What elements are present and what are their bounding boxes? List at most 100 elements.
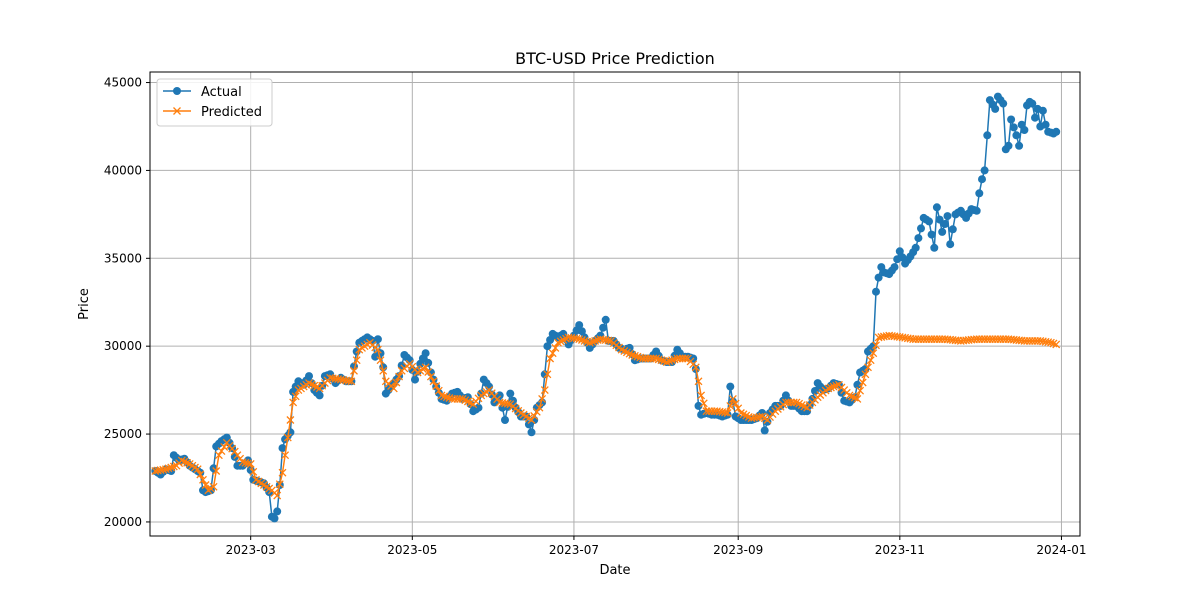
actual-point (575, 321, 584, 330)
predicted-point (856, 386, 865, 395)
actual-point (872, 287, 880, 296)
predicted-point (588, 337, 597, 346)
predicted-point (872, 341, 880, 350)
x-tick-label: 2023-05 (387, 543, 437, 557)
predicted-point (580, 336, 589, 345)
predicted-point (244, 459, 252, 468)
predicted-point (575, 335, 584, 344)
actual-point (811, 387, 819, 395)
actual-point (501, 416, 509, 424)
y-tick-label: 20000 (104, 515, 142, 529)
actual-point (911, 243, 920, 252)
actual-point (1038, 106, 1047, 115)
legend-label-actual: Actual (201, 85, 242, 100)
predicted-point (864, 363, 872, 372)
actual-point (935, 215, 944, 224)
actual-point (421, 349, 430, 358)
predicted-point (350, 366, 358, 375)
predicted-point (829, 382, 838, 391)
predicted-point (726, 401, 735, 410)
actual-point (895, 247, 904, 256)
predicted-point (585, 338, 594, 347)
actual-point (543, 342, 552, 351)
series-predicted (151, 331, 1061, 500)
actual-point (524, 420, 533, 429)
predicted-point (161, 465, 170, 474)
predicted-point (662, 358, 671, 366)
chart-title: BTC-USD Price Prediction (515, 49, 715, 68)
y-axis-label: Price (77, 288, 92, 320)
x-tick-label: 2023-09 (713, 543, 763, 557)
actual-point (373, 335, 382, 344)
predicted-point (699, 399, 708, 408)
actual-point (424, 358, 433, 367)
predicted-point (694, 377, 703, 386)
predicted-point (731, 399, 740, 408)
predicted-point (866, 356, 875, 365)
legend-label-predicted: Predicted (201, 105, 262, 120)
predicted-point (861, 370, 870, 379)
x-axis-label: Date (599, 563, 630, 578)
predicted-point (538, 394, 547, 403)
predicted-point (723, 409, 732, 417)
predicted-point (212, 467, 221, 475)
actual-point (925, 217, 933, 226)
predicted-point (721, 408, 729, 417)
actual-point (278, 444, 287, 453)
predicted-point (503, 399, 512, 408)
x-tick-label: 2023-11 (875, 543, 925, 557)
predicted-point (527, 416, 536, 424)
predicted-point (289, 398, 298, 407)
predicted-point (654, 355, 663, 364)
predicted-point (858, 378, 867, 387)
predicted-point (214, 451, 223, 460)
predicted-point (196, 470, 205, 479)
predicted-point (530, 411, 539, 420)
legend-marker-predicted (173, 107, 181, 115)
actual-point (1015, 141, 1024, 150)
predicted-point (278, 468, 287, 477)
predicted-point (853, 394, 862, 403)
y-tick-label: 45000 (104, 76, 142, 90)
actual-point (305, 372, 313, 381)
actual-point (1020, 126, 1029, 134)
predicted-point (183, 458, 192, 467)
predicted-point (389, 384, 398, 393)
actual-point (948, 225, 957, 234)
predicted-point (728, 394, 737, 403)
predicted-point (164, 464, 173, 473)
predicted-point (429, 377, 438, 386)
y-tick-label: 40000 (104, 163, 142, 177)
actual-point (874, 273, 883, 282)
actual-point (1031, 113, 1039, 122)
predicted-point (591, 336, 600, 345)
predicted-point (826, 383, 835, 392)
predicted-point (630, 351, 639, 360)
predicted-point (230, 447, 239, 456)
predicted-point (548, 349, 557, 358)
predicted-point (1046, 338, 1055, 347)
actual-point (946, 240, 955, 249)
predicted-point (546, 354, 555, 363)
predicted-point (440, 392, 449, 401)
predicted-point (167, 463, 176, 472)
actual-point (1009, 123, 1018, 132)
predicted-point (249, 467, 258, 476)
predicted-point (532, 407, 541, 416)
actual-point (940, 220, 949, 228)
actual-point (938, 227, 947, 236)
predicted-point (1052, 340, 1061, 349)
predicted-point (347, 377, 356, 386)
predicted-point (691, 363, 700, 372)
predicted-point (604, 336, 613, 345)
predicted-point (352, 356, 361, 365)
actual-point (315, 391, 324, 400)
predicted-point (657, 356, 666, 365)
predicted-point (824, 384, 833, 393)
predicted-point (869, 349, 878, 358)
predicted-point (395, 372, 404, 381)
predicted-point (379, 366, 388, 375)
predicted-point (283, 433, 292, 442)
predicted-point (652, 354, 661, 363)
predicted-point (246, 459, 255, 468)
